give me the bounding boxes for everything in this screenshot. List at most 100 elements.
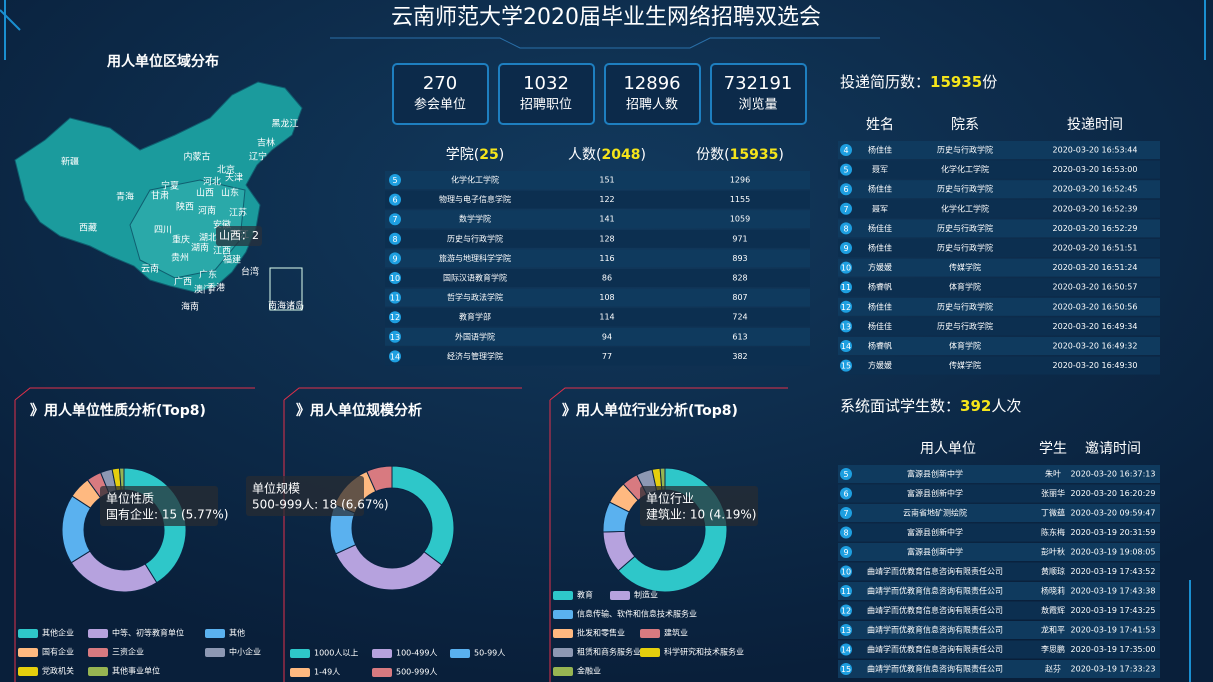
rank-badge [389, 232, 401, 245]
table-row [838, 219, 1160, 238]
table-header-part: 人数( [568, 147, 601, 163]
legend-label: 国有企业 [42, 647, 74, 657]
tooltip-title: 单位规模 [252, 481, 300, 496]
rank-badge [840, 359, 852, 372]
map-label: 云南 [141, 263, 159, 275]
college-count: 122 [599, 195, 614, 204]
map-title: 用人单位区域分布 [107, 53, 219, 70]
map-label: 河北 [203, 176, 221, 188]
student-name: 聂军 [872, 204, 888, 213]
rank-number: 7 [843, 205, 848, 214]
stat-value: 12896 [623, 73, 680, 94]
college-name: 外国语学院 [455, 331, 495, 341]
student-name: 陈东梅 [1041, 527, 1065, 537]
invite-time: 2020-03-20 16:20:29 [1071, 489, 1156, 498]
college-name: 物理与电子信息学院 [439, 194, 511, 204]
department: 历史与行政学院 [937, 223, 993, 233]
department: 体育学院 [949, 341, 981, 351]
table-row [838, 582, 1160, 600]
legend-swatch [553, 591, 573, 600]
legend-swatch [640, 629, 660, 638]
employer: 曲靖学而优教育信息咨询有限责任公司 [867, 664, 1003, 674]
map-label: 重庆 [172, 234, 190, 246]
submit-time: 2020-03-20 16:49:30 [1053, 361, 1138, 370]
invite-time: 2020-03-19 17:43:38 [1071, 587, 1156, 596]
legend-swatch [553, 610, 573, 619]
table-row [838, 297, 1160, 316]
rank-badge [840, 340, 852, 352]
legend-swatch [88, 667, 108, 676]
rank-badge [840, 300, 852, 313]
table-header-part: ) [640, 147, 645, 163]
table-row [838, 601, 1160, 620]
rank-number: 10 [841, 264, 851, 273]
legend-swatch [553, 667, 573, 676]
student-name: 杨佳佳 [868, 243, 892, 253]
rank-badge [389, 252, 401, 265]
student-name: 杨睿帆 [868, 341, 892, 351]
rank-number: 6 [843, 490, 848, 499]
rank-number: 11 [841, 283, 851, 292]
map-label: 香港 [207, 282, 225, 294]
rank-badge [840, 507, 852, 519]
legend-swatch [553, 648, 573, 657]
rank-number: 8 [392, 235, 397, 244]
map-label: 四川 [154, 226, 172, 236]
student-name: 李思鹏 [1041, 644, 1065, 654]
table-header: 邀请时间 [1085, 441, 1141, 457]
rank-badge [389, 213, 401, 226]
map-label: 南海诸岛 [268, 300, 304, 312]
table-header: 姓名 [866, 117, 894, 133]
rank-number: 5 [843, 166, 848, 175]
submit-time: 2020-03-20 16:51:51 [1053, 244, 1138, 253]
rank-badge [840, 585, 852, 597]
rank-badge [840, 163, 852, 176]
college-count: 108 [599, 293, 614, 302]
rank-number: 4 [843, 146, 848, 155]
stat-label: 浏览量 [738, 97, 777, 113]
interview-summary: 系统面试学生数：392人次 [840, 397, 1021, 415]
rank-badge [840, 281, 852, 294]
table-header-part: 15935 [730, 147, 779, 163]
map-label: 宁夏 [161, 180, 179, 192]
legend-swatch [205, 648, 225, 657]
table-header: 人数(2048) [568, 147, 646, 163]
map-label: 西藏 [79, 222, 97, 234]
table-header: 学院(25) [446, 147, 504, 163]
stat-value: 1032 [523, 73, 569, 94]
department: 化学化工学院 [941, 164, 989, 174]
legend-label: 党政机关 [42, 666, 74, 676]
map-tooltip-box [216, 226, 262, 246]
student-name: 杨睿帆 [868, 282, 892, 292]
legend-swatch [372, 668, 392, 677]
map-label: 北京 [217, 164, 235, 176]
student-name: 杨佳佳 [868, 223, 892, 233]
rank-number: 13 [390, 333, 400, 342]
resume-summary-part: 投递简历数： [840, 73, 930, 91]
rank-badge [840, 604, 852, 617]
stat-box [392, 63, 489, 125]
rank-number: 10 [390, 274, 400, 283]
college-copies: 893 [732, 254, 747, 263]
legend-label: 信息传输、软件和信息技术服务业 [577, 609, 697, 619]
corner-deco [1189, 0, 1206, 682]
invite-time: 2020-03-20 09:59:47 [1071, 509, 1156, 518]
rank-number: 9 [843, 244, 848, 253]
map-label: 贵州 [171, 252, 189, 264]
stat-label: 招聘人数 [626, 98, 678, 113]
college-copies: 828 [732, 274, 747, 283]
rank-number: 8 [843, 224, 848, 233]
table-row [838, 660, 1160, 678]
stat-value: 270 [423, 73, 457, 94]
table-row [385, 327, 810, 346]
rank-number: 7 [392, 215, 397, 224]
table-header-part: 25 [479, 147, 498, 163]
table-row [838, 523, 1160, 542]
legend-swatch [290, 649, 310, 658]
table-header-part: 份数( [696, 147, 729, 163]
college-copies: 971 [732, 234, 747, 243]
legend-swatch [88, 648, 108, 657]
legend-swatch [88, 629, 108, 638]
employer: 富源县创新中学 [907, 527, 963, 537]
